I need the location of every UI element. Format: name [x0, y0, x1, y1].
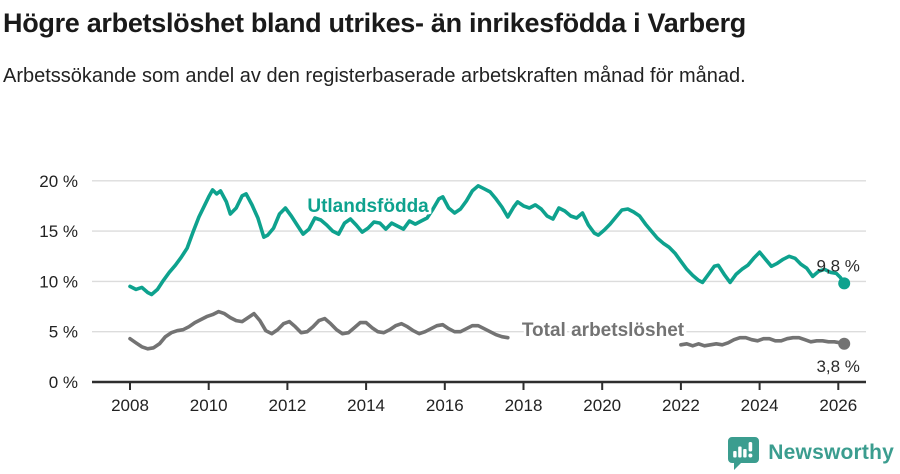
x-tick-label: 2014 [347, 396, 385, 415]
x-tick-label: 2008 [111, 396, 149, 415]
y-tick-label: 15 % [39, 222, 78, 241]
x-tick-label: 2012 [268, 396, 306, 415]
series-label-utlandsf-dda: Utlandsfödda [307, 196, 429, 217]
y-tick-label: 10 % [39, 272, 78, 291]
chart-header: Högre arbetslöshet bland utrikes- än inr… [3, 0, 897, 89]
x-tick-label: 2022 [662, 396, 700, 415]
series-line-total-arbetsl-shet [128, 309, 510, 351]
end-value-label-total-arbetsl-shet: 3,8 % [816, 357, 859, 376]
x-tick-label: 2024 [741, 396, 779, 415]
x-tick-label: 2020 [583, 396, 621, 415]
series-label-total-arbetsl-shet: Total arbetslöshet [522, 320, 685, 341]
chart-subtitle: Arbetssökande som andel av den registerb… [3, 65, 746, 88]
brand-name: Newsworthy [768, 441, 894, 464]
x-tick-label: 2026 [819, 396, 857, 415]
x-tick-label: 2018 [505, 396, 543, 415]
y-tick-label: 20 % [39, 172, 78, 191]
page-title: Högre arbetslöshet bland utrikes- än inr… [3, 8, 746, 38]
y-tick-label: 5 % [49, 323, 78, 342]
x-tick-label: 2016 [426, 396, 464, 415]
series-end-dot-total-arbetsl-shet [838, 337, 851, 350]
y-tick-label: 0 % [49, 373, 78, 392]
series-end-dot-utlandsf-dda [838, 277, 851, 290]
series-line-utlandsf-dda [128, 184, 847, 297]
series-line-total-arbetsl-shet [679, 335, 847, 348]
x-tick-label: 2010 [190, 396, 228, 415]
end-value-label-utlandsf-dda: 9,8 % [816, 256, 859, 275]
newsworthy-logo-icon [728, 437, 760, 470]
brand-footer: Newsworthy [727, 436, 894, 470]
